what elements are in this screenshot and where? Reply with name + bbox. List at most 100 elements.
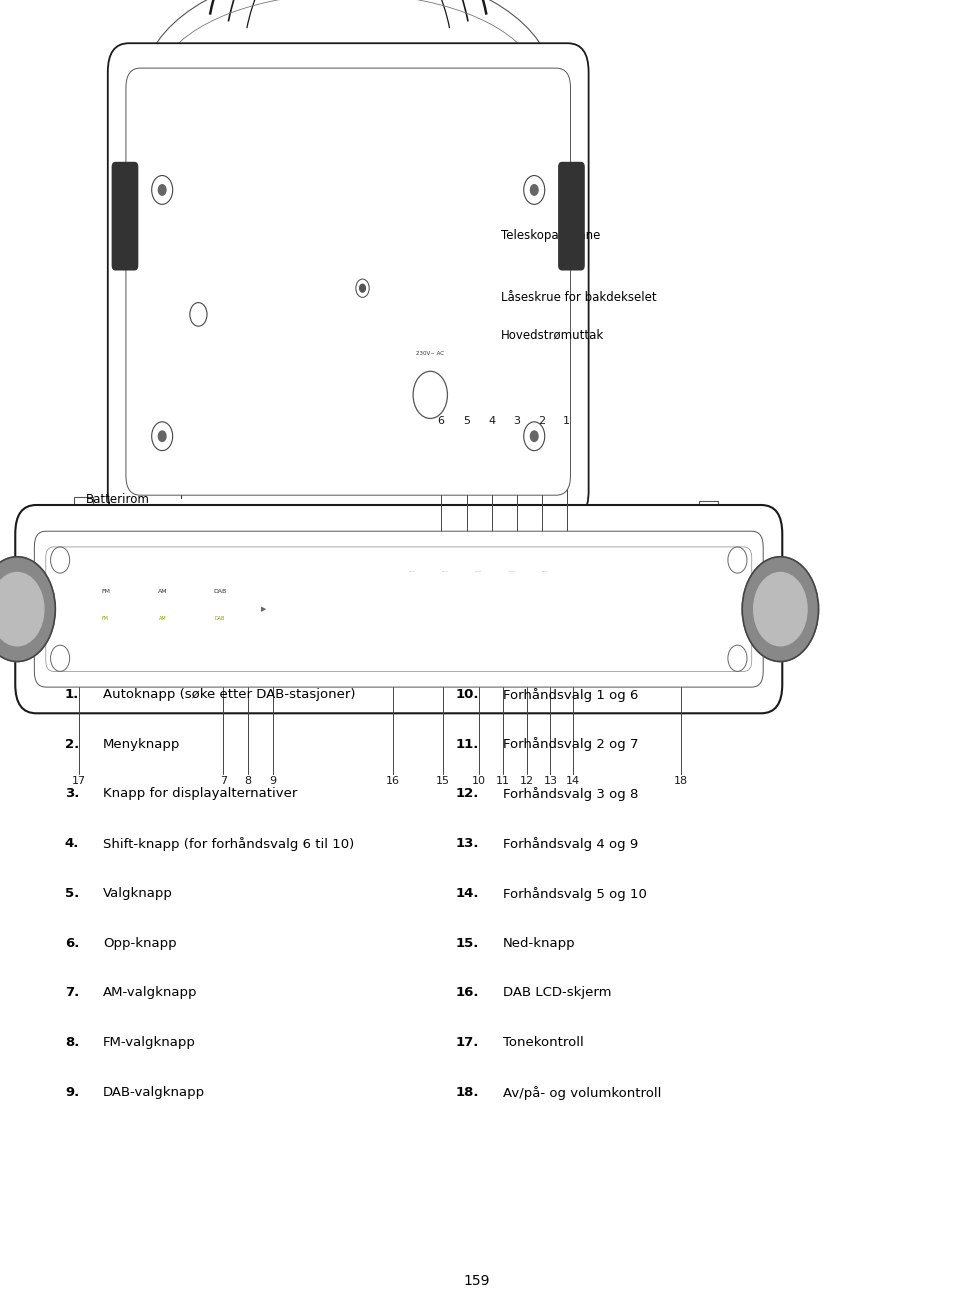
Text: 18: 18: [674, 776, 687, 786]
FancyBboxPatch shape: [126, 68, 570, 495]
Bar: [364, 52, 400, 79]
Text: 13: 13: [543, 776, 557, 786]
Text: Forhåndsvalg 1 og 6: Forhåndsvalg 1 og 6: [502, 688, 638, 702]
Text: 14: 14: [566, 776, 579, 786]
Text: 6: 6: [436, 417, 444, 426]
Bar: [530, 576, 558, 603]
Bar: [396, 613, 425, 639]
Text: DAB-valgknapp: DAB-valgknapp: [103, 1086, 205, 1099]
Text: 3: 3: [513, 417, 520, 426]
Bar: [434, 305, 447, 324]
Text: 159: 159: [463, 1275, 490, 1288]
Bar: [430, 613, 458, 639]
Text: DAB: DAB: [214, 616, 225, 621]
Text: 17.: 17.: [455, 1036, 478, 1049]
Text: Valgknapp: Valgknapp: [103, 887, 172, 900]
Text: Forhåndsvalg 4 og 9: Forhåndsvalg 4 og 9: [502, 837, 638, 852]
Text: Knapp for displayalternativer: Knapp for displayalternativer: [103, 787, 297, 800]
Bar: [162, 282, 329, 432]
Bar: [463, 576, 492, 603]
FancyBboxPatch shape: [497, 614, 524, 638]
Text: 11.: 11.: [455, 738, 478, 751]
Text: FM: FM: [101, 588, 110, 593]
Text: 8.: 8.: [65, 1036, 79, 1049]
Text: ____: ____: [474, 569, 481, 572]
Text: 16.: 16.: [455, 986, 478, 1000]
FancyBboxPatch shape: [431, 578, 457, 601]
Text: Forhåndsvalg 3 og 8: Forhåndsvalg 3 og 8: [502, 787, 638, 802]
Bar: [699, 500, 718, 519]
FancyBboxPatch shape: [394, 367, 466, 428]
Bar: [497, 576, 525, 603]
Bar: [193, 576, 246, 629]
Text: Tonekontroll: Tonekontroll: [502, 1036, 583, 1049]
Circle shape: [359, 284, 365, 292]
Text: 5: 5: [462, 417, 470, 426]
Text: 12.: 12.: [455, 787, 478, 800]
Circle shape: [0, 572, 44, 646]
Text: 14.: 14.: [455, 887, 478, 900]
Text: Shift-knapp (for forhåndsvalg 6 til 10): Shift-knapp (for forhåndsvalg 6 til 10): [103, 837, 354, 852]
Text: Forhåndsvalg 2 og 7: Forhåndsvalg 2 og 7: [502, 738, 638, 752]
Bar: [295, 52, 332, 79]
Text: Hovedstrømuttak: Hovedstrømuttak: [500, 329, 603, 342]
Text: 3.: 3.: [65, 787, 79, 800]
Text: 4.: 4.: [65, 837, 79, 850]
Bar: [391, 343, 469, 432]
Text: AM: AM: [159, 616, 166, 621]
Bar: [65, 566, 732, 651]
Text: 16: 16: [386, 776, 399, 786]
Bar: [79, 576, 132, 629]
Text: FM-valgknapp: FM-valgknapp: [103, 1036, 195, 1049]
Bar: [255, 572, 379, 645]
Circle shape: [753, 572, 806, 646]
FancyBboxPatch shape: [531, 614, 558, 638]
Text: ▶: ▶: [261, 607, 267, 612]
Text: 15: 15: [436, 776, 449, 786]
FancyBboxPatch shape: [431, 614, 457, 638]
FancyBboxPatch shape: [15, 504, 781, 713]
Text: 9: 9: [269, 776, 276, 786]
Text: ____: ____: [407, 569, 415, 572]
Text: Ned-knapp: Ned-knapp: [502, 937, 575, 950]
Text: DAB LCD-skjerm: DAB LCD-skjerm: [502, 986, 611, 1000]
Text: 9.: 9.: [65, 1086, 79, 1099]
Text: Av/på- og volumkontroll: Av/på- og volumkontroll: [502, 1086, 660, 1100]
FancyBboxPatch shape: [80, 578, 131, 627]
Bar: [497, 613, 525, 639]
Text: 6.: 6.: [65, 937, 79, 950]
Bar: [463, 613, 492, 639]
Bar: [310, 309, 314, 320]
Bar: [357, 131, 395, 164]
Text: AM: AM: [157, 588, 168, 593]
FancyBboxPatch shape: [108, 43, 588, 520]
Circle shape: [530, 431, 537, 441]
Bar: [191, 307, 434, 322]
Bar: [98, 503, 279, 516]
Bar: [136, 576, 189, 629]
Text: 8: 8: [244, 776, 252, 786]
Text: Menyknapp: Menyknapp: [103, 738, 180, 751]
Text: 7.: 7.: [65, 986, 79, 1000]
Text: Teleskopantenne: Teleskopantenne: [500, 229, 599, 242]
FancyBboxPatch shape: [194, 578, 245, 627]
Bar: [261, 580, 374, 637]
Text: Batterirom: Batterirom: [86, 493, 150, 506]
Text: Opp-knapp: Opp-knapp: [103, 937, 176, 950]
Circle shape: [530, 185, 537, 195]
Text: Låseskrue for bakdekselet: Låseskrue for bakdekselet: [500, 291, 656, 304]
Bar: [191, 262, 212, 282]
Text: 10: 10: [472, 776, 485, 786]
Text: 11: 11: [496, 776, 509, 786]
Text: Autoknapp (søke etter DAB-stasjoner): Autoknapp (søke etter DAB-stasjoner): [103, 688, 355, 701]
Text: 4: 4: [488, 417, 496, 426]
Text: 1.: 1.: [65, 688, 79, 701]
FancyBboxPatch shape: [397, 578, 424, 601]
Bar: [530, 613, 558, 639]
Text: 2.: 2.: [65, 738, 79, 751]
Text: Forhåndsvalg 5 og 10: Forhåndsvalg 5 og 10: [502, 887, 646, 901]
Bar: [430, 576, 458, 603]
Bar: [74, 496, 93, 520]
Text: 5.: 5.: [65, 887, 79, 900]
Circle shape: [741, 557, 818, 662]
